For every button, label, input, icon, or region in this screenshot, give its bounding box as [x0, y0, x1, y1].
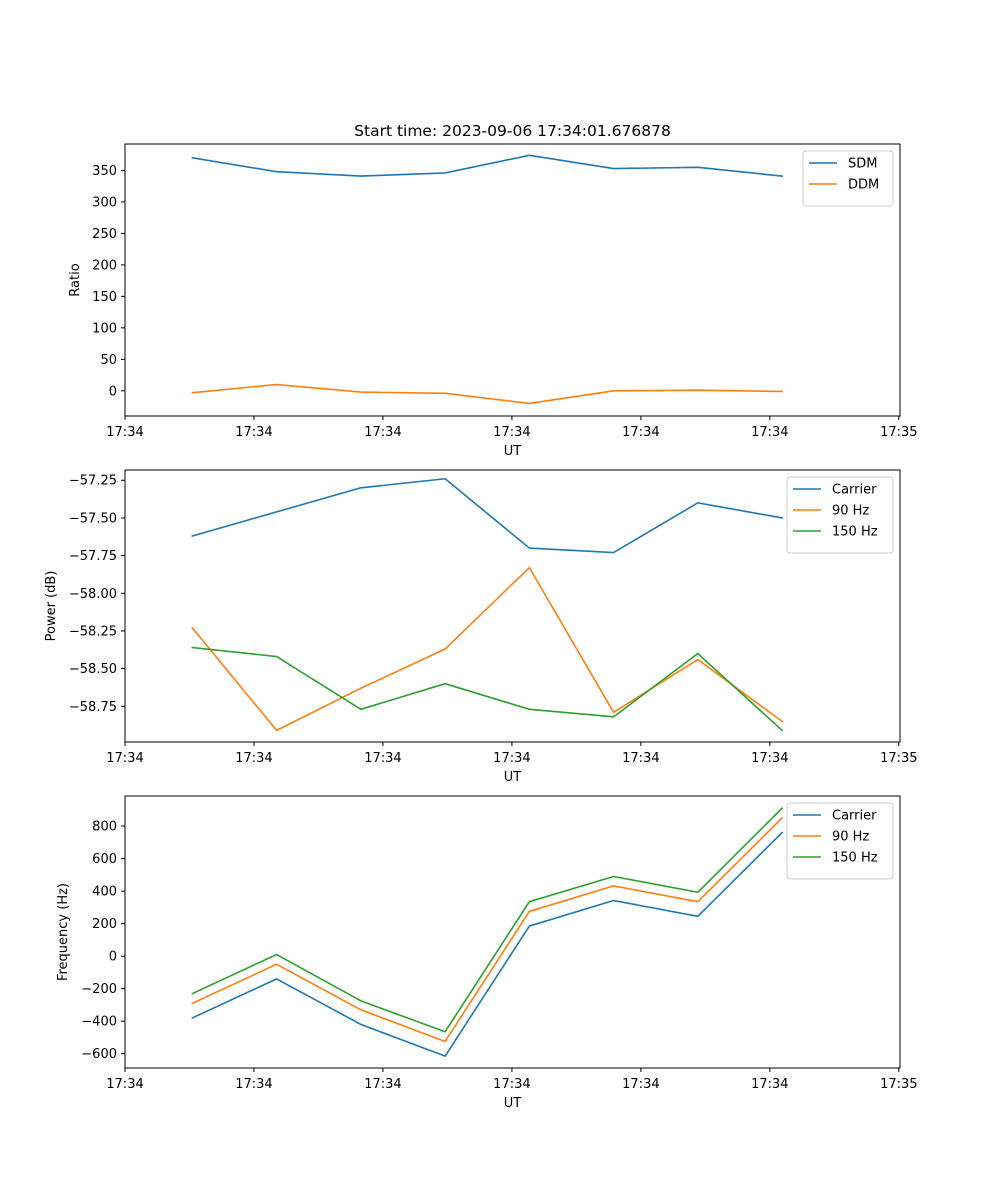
legend-label: 90 Hz: [832, 504, 869, 519]
y-tick-label: −600: [81, 1047, 117, 1062]
x-tick-label: 17:34: [106, 751, 143, 766]
x-tick-label: 17:34: [364, 751, 401, 766]
x-axis-label: UT: [504, 444, 522, 459]
y-tick-label: −57.75: [69, 549, 117, 564]
x-axis-label: UT: [504, 1096, 522, 1111]
x-tick-label: 17:34: [235, 425, 272, 440]
y-tick-label: 250: [92, 227, 117, 242]
y-tick-label: 600: [92, 852, 117, 867]
subplots: 17:34 17:34 17:34 17:34 17:34 17:34 17:35 0 50 10…: [44, 122, 918, 1111]
x-tick-label: 17:34: [235, 751, 272, 766]
subplot-1: 17:34 17:34 17:34 17:34 17:34 17:34 17:35 0 50 10…: [68, 122, 918, 459]
legend-label: Carrier: [832, 809, 877, 824]
series-line-carrier: [191, 477, 783, 554]
y-axis-label: Power (dB): [44, 571, 59, 642]
y-tick-label: −58.00: [69, 587, 117, 602]
y-tick-label: 350: [92, 164, 117, 179]
x-tick-label: 17:34: [751, 1077, 788, 1092]
y-axis-label: Ratio: [68, 263, 83, 296]
legend-label: Carrier: [832, 483, 877, 498]
y-tick-label: 0: [109, 384, 117, 399]
x-tick-label: 17:34: [751, 751, 788, 766]
x-tick-label: 17:35: [880, 425, 917, 440]
legend-box: [802, 150, 894, 207]
y-tick-label: −400: [81, 1015, 117, 1030]
x-tick-label: 17:34: [622, 1077, 659, 1092]
series-line-sdm: [191, 154, 783, 177]
y-tick-label: −200: [81, 982, 117, 997]
x-tick-label: 17:34: [364, 1077, 401, 1092]
y-tick-label: 200: [92, 258, 117, 273]
y-tick-label: 100: [92, 321, 117, 336]
y-tick-label: −58.25: [69, 624, 117, 639]
legend-label: 90 Hz: [832, 830, 869, 845]
x-tick-label: 17:35: [880, 1077, 917, 1092]
chart-title: Start time: 2023-09-06 17:34:01.676878: [354, 122, 671, 140]
legend-label: 150 Hz: [832, 525, 878, 540]
y-tick-label: 50: [100, 353, 117, 368]
y-tick-label: 800: [92, 820, 117, 835]
legend-label: SDM: [848, 157, 877, 172]
legend-box: [786, 802, 894, 880]
legend-label: 150 Hz: [832, 851, 878, 866]
x-tick-label: 17:34: [106, 425, 143, 440]
x-tick-label: 17:35: [880, 751, 917, 766]
y-tick-label: 400: [92, 885, 117, 900]
x-tick-label: 17:34: [493, 1077, 530, 1092]
y-tick-label: 300: [92, 195, 117, 210]
legend: Carrier 90 Hz 150 Hz: [786, 802, 894, 880]
x-tick-label: 17:34: [622, 425, 659, 440]
subplot-3: 17:34 17:34 17:34 17:34 17:34 17:34 17:35 −600 −…: [56, 795, 918, 1111]
x-tick-label: 17:34: [622, 751, 659, 766]
y-axis-label: Frequency (Hz): [56, 883, 71, 981]
y-tick-label: −57.25: [69, 474, 117, 489]
y-tick-label: 150: [92, 290, 117, 305]
y-tick-label: −58.75: [69, 700, 117, 715]
axes-frame: [124, 143, 901, 417]
legend-box: [786, 476, 894, 554]
y-tick-label: 0: [109, 950, 117, 965]
x-tick-label: 17:34: [106, 1077, 143, 1092]
subplot-2: 17:34 17:34 17:34 17:34 17:34 17:34 17:35 −58.7…: [44, 469, 918, 785]
series-line-ddm: [191, 383, 783, 405]
series-line-90-hz: [191, 816, 784, 1043]
x-axis-label: UT: [504, 770, 522, 785]
series-line-150-hz: [191, 646, 784, 732]
axes-frame: [124, 469, 901, 743]
series-line-90-hz: [191, 566, 784, 732]
x-tick-label: 17:34: [751, 425, 788, 440]
y-tick-label: −57.50: [69, 511, 117, 526]
x-tick-label: 17:34: [364, 425, 401, 440]
series-line-carrier: [191, 831, 784, 1057]
y-tick-label: 200: [92, 917, 117, 932]
legend: SDM DDM: [802, 150, 894, 207]
legend-label: DDM: [848, 178, 879, 193]
x-tick-label: 17:34: [493, 751, 530, 766]
legend: Carrier 90 Hz 150 Hz: [786, 476, 894, 554]
x-tick-label: 17:34: [493, 425, 530, 440]
series-line-150-hz: [191, 807, 784, 1033]
y-tick-label: −58.50: [69, 662, 117, 677]
x-tick-label: 17:34: [235, 1077, 272, 1092]
axes-frame: [124, 795, 901, 1069]
